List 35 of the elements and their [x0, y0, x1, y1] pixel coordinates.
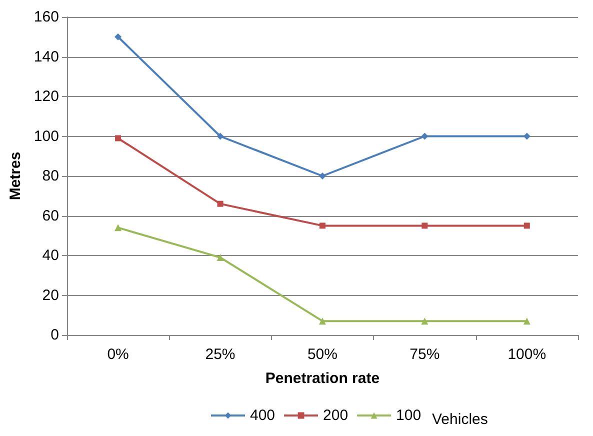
- point: [421, 132, 428, 140]
- point: [523, 132, 530, 140]
- point: [319, 222, 326, 229]
- legend-label: 100: [396, 407, 422, 424]
- y-tick-label: 80: [42, 168, 59, 184]
- y-tick-label: 40: [42, 247, 59, 264]
- x-tick-label: 0%: [107, 346, 129, 363]
- legend-label: 200: [323, 407, 348, 424]
- x-tick-label: 25%: [205, 346, 236, 363]
- point: [422, 222, 428, 229]
- y-axis-title: Metres: [7, 152, 24, 200]
- point: [421, 318, 428, 325]
- point: [318, 172, 326, 180]
- point: [114, 224, 122, 232]
- x-tick-label: 50%: [307, 346, 338, 363]
- y-tick-label: 0: [50, 326, 59, 344]
- point: [524, 222, 530, 229]
- point: [115, 135, 122, 142]
- point: [523, 318, 530, 325]
- x-axis-title: Penetration rate: [265, 370, 380, 387]
- legend-title: Vehicles: [432, 411, 488, 428]
- y-tick-label: 140: [34, 48, 59, 66]
- point: [318, 318, 326, 325]
- point: [114, 33, 122, 40]
- y-tick-label: 160: [34, 8, 59, 26]
- point: [216, 132, 224, 140]
- legend-label: 400: [250, 407, 276, 424]
- y-tick-label: 120: [34, 88, 59, 105]
- point: [217, 200, 224, 207]
- y-tick-label: 100: [34, 128, 59, 145]
- y-tick-label: 20: [42, 286, 59, 304]
- y-tick-label: 60: [42, 207, 59, 224]
- point: [216, 254, 224, 261]
- x-tick-label: 75%: [410, 346, 440, 363]
- x-tick-label: 100%: [508, 346, 546, 363]
